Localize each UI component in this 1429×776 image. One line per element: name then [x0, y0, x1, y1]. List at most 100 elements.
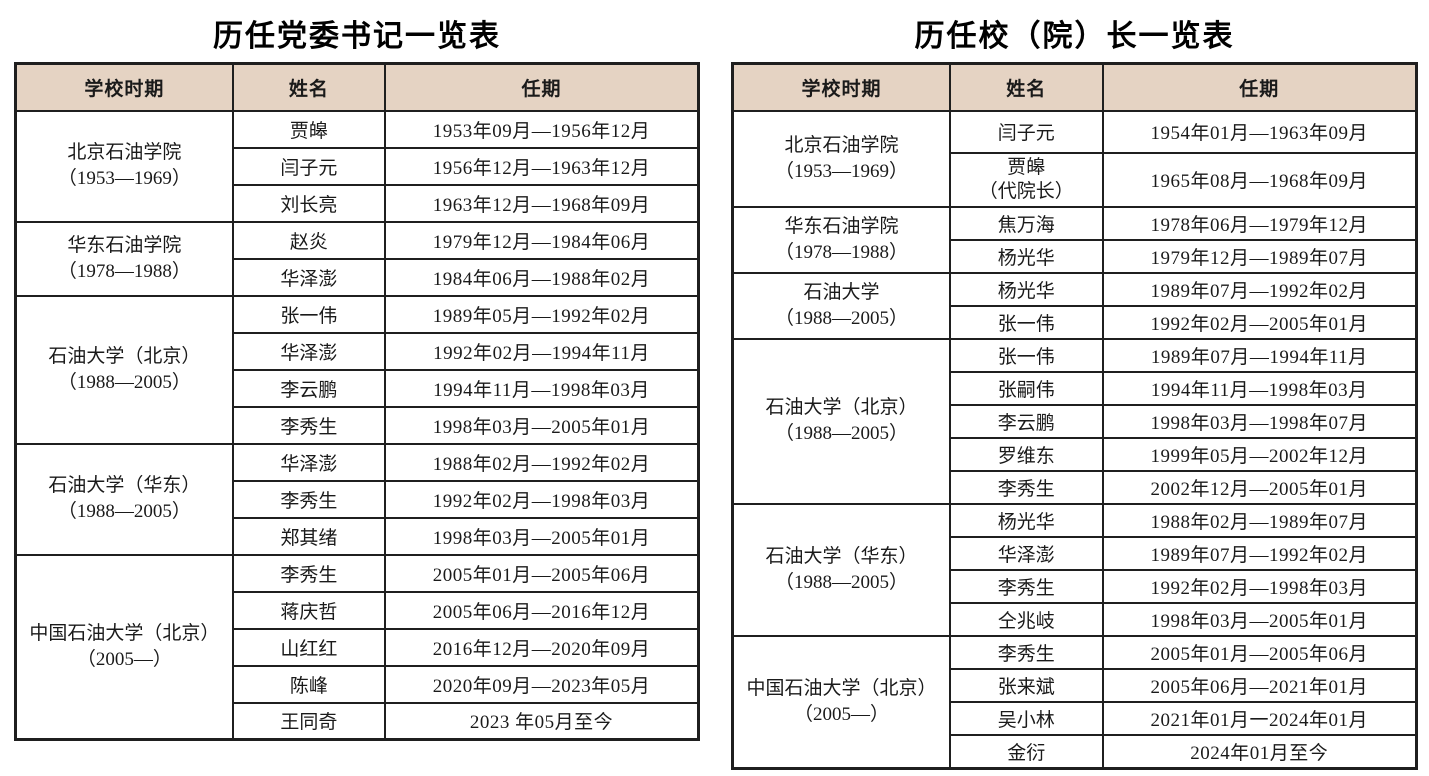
- term-cell: 1989年07月—1994年11月: [1101, 337, 1418, 373]
- name-cell: 山红红: [231, 627, 386, 667]
- school-period-cell: 石油大学（北京） （1988—2005）: [731, 337, 951, 505]
- school-name: 中国石油大学（北京）: [29, 622, 220, 644]
- term-cell: 2005年06月—2021年01月: [1101, 667, 1418, 703]
- school-name: 石油大学（华东）: [48, 475, 201, 496]
- table-row: 李秀生 2002年12月—2005年01月: [733, 469, 1418, 505]
- school-period-cell: 北京石油学院 （1953—1969）: [14, 109, 234, 223]
- school-name: 华东石油学院: [67, 234, 182, 256]
- school-years: （1988—2005）: [774, 571, 908, 593]
- term-cell: 2023 年05月至今: [383, 701, 700, 741]
- term-cell: 1998年03月—2005年01月: [383, 516, 700, 556]
- name-cell: 李秀生: [949, 634, 1104, 670]
- name-cell: 刘长亮: [231, 183, 386, 223]
- term-cell: 2005年06月—2016年12月: [383, 590, 700, 630]
- name-cell: 王同奇: [231, 701, 386, 741]
- table-row: 蒋庆哲 2005年06月—2016年12月: [16, 590, 700, 630]
- table-row: 北京石油学院 （1953—1969） 贾皞 1953年09月—1956年12月: [14, 109, 700, 223]
- school-period-cell: 中国石油大学（北京） （2005—）: [14, 553, 234, 741]
- header-row: 学校时期 姓名 任期: [731, 62, 1418, 112]
- school-years: （1953—1969）: [57, 168, 191, 189]
- school-name: 石油大学（北京）: [48, 345, 201, 367]
- presidents-panel: 历任校（院）长一览表 学校时期 姓名 任期 北京石油学院 （1953—1969） 闫…: [731, 0, 1418, 770]
- name-cell: 李秀生: [231, 479, 386, 519]
- school-years: （2005—）: [76, 648, 172, 670]
- term-cell: 2002年12月—2005年01月: [1101, 469, 1418, 505]
- col-header-school-period: 学校时期: [731, 62, 951, 112]
- term-cell: 1994年11月—1998年03月: [383, 368, 700, 408]
- term-cell: 1992年02月—1994年11月: [383, 331, 700, 371]
- school-period-cell: 华东石油学院 （1978—1988）: [14, 220, 234, 297]
- presidents-table-body: 北京石油学院 （1953—1969） 闫子元 1954年01月—1963年09月 贾皞（…: [731, 109, 1418, 769]
- table-row: 吴小林 2021年01月一2024年01月: [733, 700, 1418, 736]
- presidents-title: 历任校（院）长一览表: [914, 20, 1235, 53]
- name-cell: 李秀生: [231, 405, 386, 445]
- table-row: 李秀生 1992年02月—1998年03月: [733, 568, 1418, 604]
- name-cell: 李云鹏: [949, 403, 1104, 439]
- name-cell: 张一伟: [949, 304, 1104, 340]
- party-secretaries-title: 历任党委书记一览表: [213, 20, 501, 53]
- name-cell: 杨光华: [949, 238, 1104, 274]
- term-cell: 1999年05月—2002年12月: [1101, 436, 1418, 472]
- col-header-term: 任期: [1101, 62, 1418, 112]
- term-cell: 2021年01月一2024年01月: [1101, 700, 1418, 736]
- party-secretaries-table-header: 学校时期 姓名 任期: [14, 62, 700, 112]
- school-name: 石油大学（北京）: [765, 397, 918, 418]
- name-cell: 焦万海: [949, 205, 1104, 241]
- name-cell: 华泽澎: [949, 535, 1104, 571]
- table-row: 李秀生 1992年02月—1998年03月: [16, 479, 700, 519]
- table-row: 仝兆岐 1998年03月—2005年01月: [733, 601, 1418, 637]
- name-cell: 华泽澎: [231, 257, 386, 297]
- term-cell: 1965年08月—1968年09月: [1101, 151, 1418, 208]
- table-row: 李云鹏 1998年03月—1998年07月: [733, 403, 1418, 439]
- col-header-name: 姓名: [949, 62, 1104, 112]
- school-name: 石油大学: [803, 281, 880, 303]
- term-cell: 1992年02月—2005年01月: [1101, 304, 1418, 340]
- school-years: （1978—1988）: [774, 241, 908, 263]
- school-name: 北京石油学院: [67, 142, 182, 163]
- table-row: 华泽澎 1992年02月—1994年11月: [16, 331, 700, 371]
- name-cell: 张一伟: [231, 294, 386, 334]
- school-years: （1953—1969）: [774, 160, 908, 182]
- term-cell: 1954年01月—1963年09月: [1101, 109, 1418, 154]
- name-cell: 李秀生: [949, 568, 1104, 604]
- name-cell: 罗维东: [949, 436, 1104, 472]
- term-cell: 2016年12月—2020年09月: [383, 627, 700, 667]
- table-row: 金衍 2024年01月至今: [733, 733, 1418, 769]
- name-cell: 李秀生: [949, 469, 1104, 505]
- name-cell: 陈峰: [231, 664, 386, 704]
- name-cell: 张一伟: [949, 337, 1104, 373]
- col-header-name: 姓名: [231, 62, 386, 112]
- name-cell: 李云鹏: [231, 368, 386, 408]
- table-row: 王同奇 2023 年05月至今: [16, 701, 700, 741]
- col-header-school-period: 学校时期: [14, 62, 234, 112]
- school-period-cell: 石油大学（华东） （1988—2005）: [14, 442, 234, 556]
- term-cell: 1963年12月—1968年09月: [383, 183, 700, 223]
- school-name: 北京石油学院: [784, 134, 899, 156]
- table-row: 石油大学 （1988—2005） 杨光华 1989年07月—1992年02月: [731, 271, 1418, 340]
- name-cell: 杨光华: [949, 502, 1104, 538]
- table-row: 华泽澎 1984年06月—1988年02月: [16, 257, 700, 297]
- term-cell: 1992年02月—1998年03月: [383, 479, 700, 519]
- table-row: 张一伟 1992年02月—2005年01月: [733, 304, 1418, 340]
- term-cell: 1988年02月—1989年07月: [1101, 502, 1418, 538]
- term-cell: 1984年06月—1988年02月: [383, 257, 700, 297]
- term-cell: 1989年07月—1992年02月: [1101, 535, 1418, 571]
- person-name-note: （代院长）: [978, 180, 1074, 202]
- table-row: 张来斌 2005年06月—2021年01月: [733, 667, 1418, 703]
- school-years: （2005—）: [793, 703, 889, 725]
- school-name: 华东石油学院: [784, 215, 899, 237]
- term-cell: 2005年01月—2005年06月: [383, 553, 700, 593]
- school-years: （1978—1988）: [57, 260, 191, 282]
- name-cell: 吴小林: [949, 700, 1104, 736]
- table-row: 中国石油大学（北京） （2005—） 李秀生 2005年01月—2005年06月: [731, 634, 1418, 769]
- table-row: 石油大学（华东） （1988—2005） 华泽澎 1988年02月—1992年02月: [14, 442, 700, 556]
- person-name: 贾皞: [1007, 156, 1046, 178]
- term-cell: 2024年01月至今: [1101, 733, 1418, 769]
- term-cell: 1989年07月—1992年02月: [1101, 271, 1418, 307]
- header-row: 学校时期 姓名 任期: [14, 62, 700, 112]
- term-cell: 1988年02月—1992年02月: [383, 442, 700, 482]
- term-cell: 1979年12月—1984年06月: [383, 220, 700, 260]
- name-cell: 李秀生: [231, 553, 386, 593]
- table-row: 华东石油学院 （1978—1988） 焦万海 1978年06月—1979年12月: [731, 205, 1418, 274]
- name-cell: 华泽澎: [231, 442, 386, 482]
